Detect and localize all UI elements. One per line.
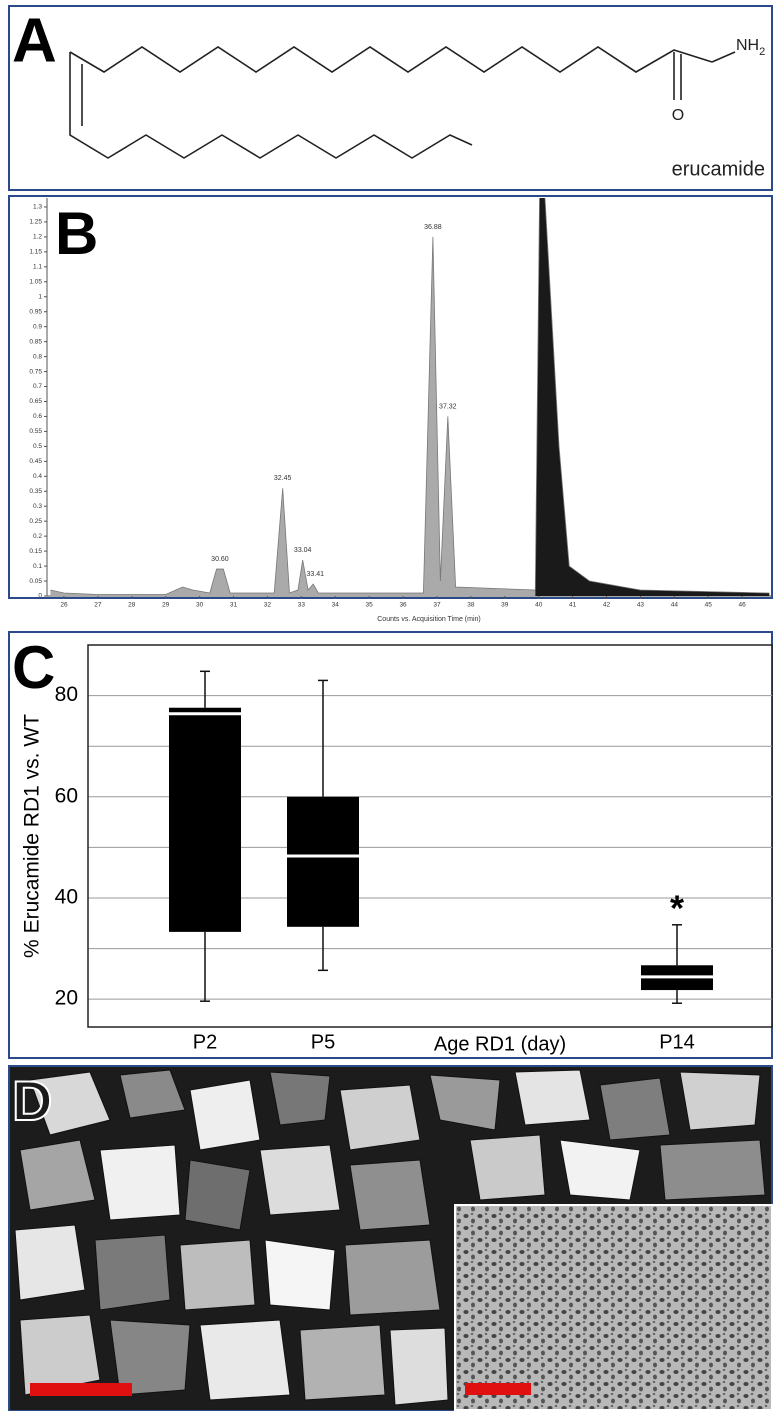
x-tick-label: 27 [94,602,102,609]
x-tick-label: P14 [659,1031,695,1053]
x-tick-label: 28 [128,602,136,609]
y-tick-label: 0.25 [29,518,42,525]
scale-bar [465,1383,531,1395]
trace [534,198,770,594]
y-tick-label: 0.6 [33,413,42,420]
inset-image [454,1204,773,1411]
x-tick-label: 31 [230,602,238,609]
x-axis-label: Counts vs. Acquisition Time (min) [377,616,480,623]
y-tick-label: 1 [38,293,42,300]
y-tick-label: 60 [55,784,78,807]
y-tick-label: 0.5 [33,443,42,450]
y-tick-label: 1.2 [33,234,42,241]
y-tick-label: 0 [38,593,42,600]
atom-label: O [672,107,684,124]
x-tick-label: 26 [60,602,68,609]
x-tick-label: 41 [569,602,577,609]
y-axis-label: % Erucamide RD1 vs. WT [21,714,44,958]
x-tick-label: 39 [501,602,509,609]
y-tick-label: 0.45 [29,458,42,465]
box [287,796,359,927]
y-tick-label: 0.3 [33,503,42,510]
x-tick-label: 42 [603,602,611,609]
x-tick-label: 44 [671,602,679,609]
x-tick-label: 33 [298,602,306,609]
molecule [69,46,736,159]
y-tick-label: 1.1 [33,264,42,271]
box [169,707,241,932]
x-tick-label: 30 [196,602,204,609]
x-tick-label: 35 [366,602,374,609]
plot-area [50,198,770,596]
chromatogram: 0 0.05 0.1 0.15 0.2 0.25 0.3 0.35 0.4 0.45 0.5 0.55… [29,198,771,623]
y-tick-label: 0.05 [29,578,42,585]
x-tick-label: 40 [535,602,543,609]
panel-letter: D [12,1069,52,1132]
area [535,198,770,596]
y-tick-label: 1.15 [29,249,42,256]
y-tick-label: 1.05 [29,279,42,286]
y-tick-label: 0.55 [29,428,42,435]
panel-letter: B [55,200,98,267]
y-tick-label: 0.95 [29,308,42,315]
amine: NH [736,37,759,54]
compound-name: erucamide [672,158,765,180]
sem-image [14,1069,766,1406]
x-tick-label: 46 [739,602,747,609]
y-tick-label: 0.85 [29,338,42,345]
x-tick-label: 43 [637,602,645,609]
peak-label: 33.04 [294,547,312,554]
x-tick-label: 38 [467,602,475,609]
box-plot: 20 40 60 80 % Erucamide RD1 vs. WT Age RD1 (d… [12,634,773,1055]
peak-label: 33.41 [306,571,324,578]
panel-letter: A [12,6,57,75]
plot-frame [87,644,773,1028]
y-tick-label: 0.75 [29,368,42,375]
peak-label: 30.60 [211,556,229,563]
y-tick-label: 1.25 [29,219,42,226]
atom-label: NH2 [736,37,765,58]
trace [50,236,536,595]
y-tick-label: 0.2 [33,533,42,540]
y-tick-label: 80 [55,683,78,706]
x-axis-label: Age RD1 (day) [434,1033,566,1055]
x-tick-label: 32 [264,602,272,609]
y-tick-label: 0.65 [29,398,42,405]
y-tick-label: 0.4 [33,473,42,480]
y-tick-label: 20 [55,987,78,1010]
x-tick-label: 29 [162,602,170,609]
scale-bar [30,1383,132,1396]
peak-label: 37.32 [439,403,457,410]
y-tick-label: 0.1 [33,563,42,570]
y-tick-label: 0.9 [33,323,42,330]
amine-sub: 2 [759,46,765,58]
panel-b-frame [8,195,773,599]
y-tick-label: 0.8 [33,353,42,360]
significance-label: * [670,887,684,928]
y-tick-label: 0.35 [29,488,42,495]
peak-label: 36.88 [424,224,442,231]
panel-letter: C [12,634,55,701]
peak-label: 32.45 [274,475,292,482]
x-tick-label: 34 [332,602,340,609]
x-tick-label: P2 [193,1031,217,1053]
panel-a-frame [8,5,773,191]
y-tick-label: 0.15 [29,548,42,555]
x-tick-label: 37 [433,602,441,609]
x-tick-label: 36 [399,602,407,609]
y-tick-label: 40 [55,886,78,909]
x-tick-label: P5 [311,1031,335,1053]
x-tick-label: 45 [705,602,713,609]
y-tick-label: 1.3 [33,204,42,211]
y-tick-label: 0.7 [33,383,42,390]
